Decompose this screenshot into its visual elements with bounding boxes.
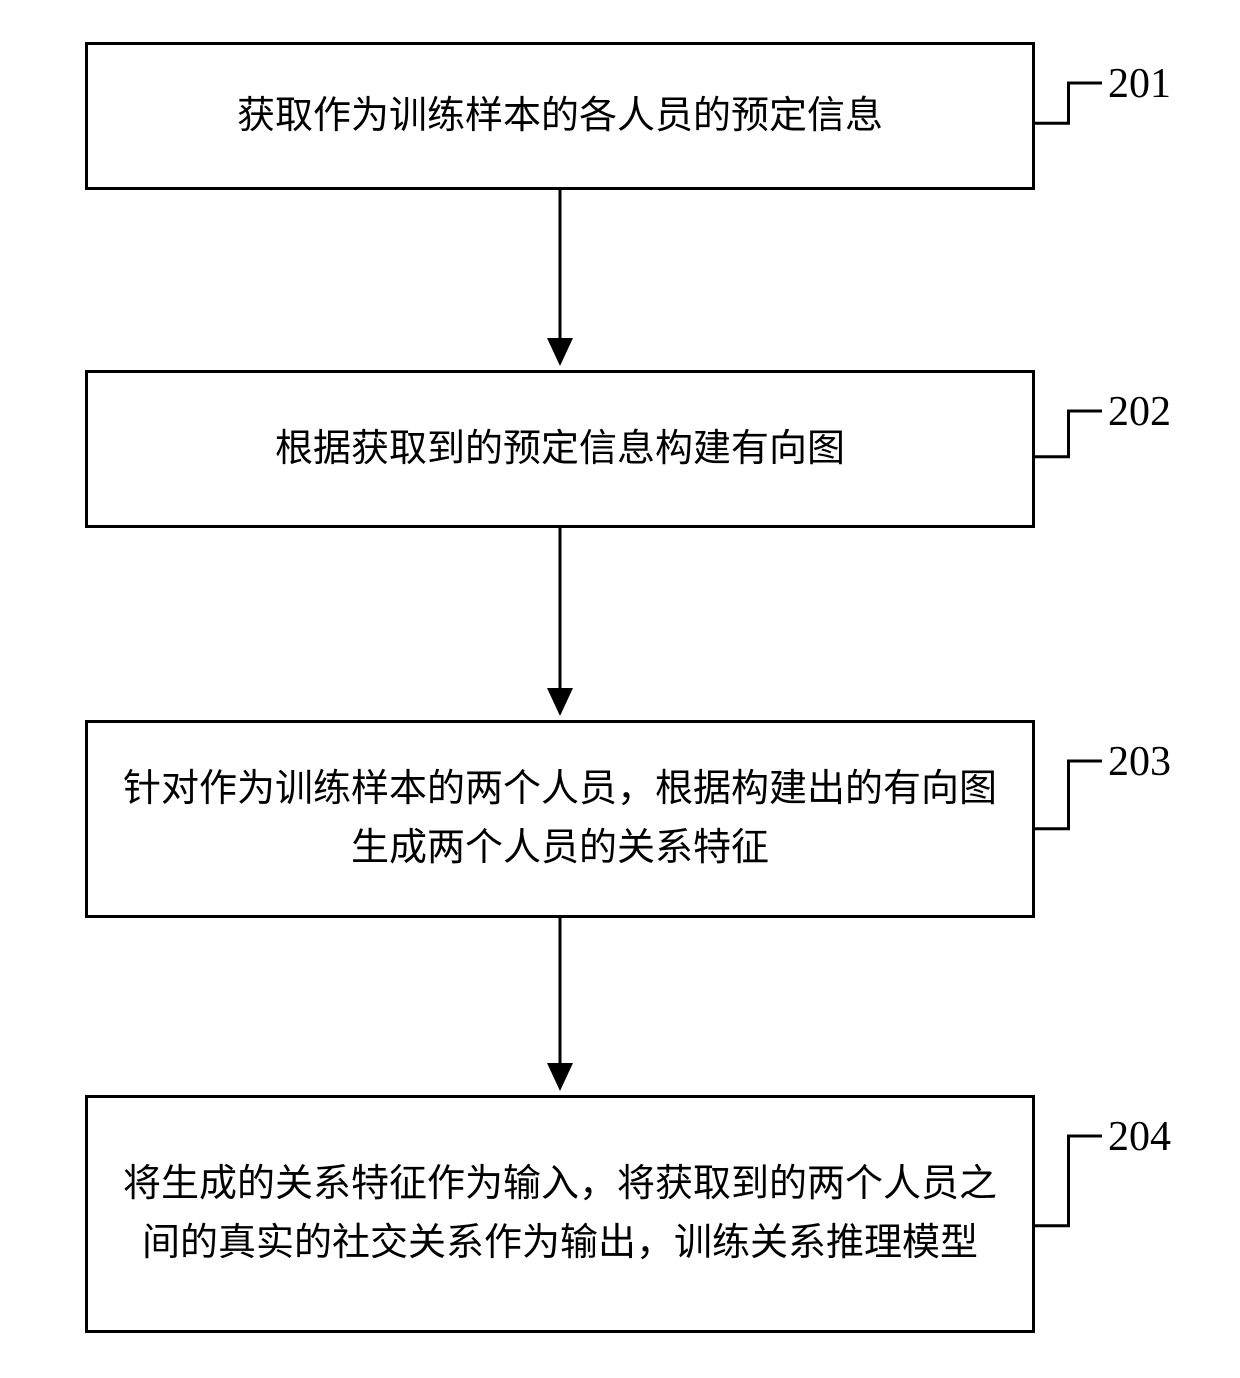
flow-arrow	[559, 528, 562, 690]
callout-line	[1033, 1134, 1104, 1228]
callout-line	[1033, 759, 1104, 831]
flow-node-label: 204	[1108, 1113, 1171, 1161]
flow-node: 根据获取到的预定信息构建有向图	[85, 370, 1035, 528]
flowchart-canvas: 获取作为训练样本的各人员的预定信息 201 根据获取到的预定信息构建有向图 202 针对…	[0, 0, 1240, 1378]
arrow-head-icon	[547, 688, 573, 716]
flow-node: 将生成的关系特征作为输入，将获取到的两个人员之间的真实的社交关系作为输出，训练关…	[85, 1095, 1035, 1333]
flow-node-text: 根据获取到的预定信息构建有向图	[275, 420, 845, 479]
arrow-head-icon	[547, 338, 573, 366]
callout-line	[1033, 409, 1104, 459]
flow-node-label: 202	[1108, 388, 1171, 436]
flow-node-text: 将生成的关系特征作为输入，将获取到的两个人员之间的真实的社交关系作为输出，训练关…	[118, 1155, 1002, 1273]
flow-node: 获取作为训练样本的各人员的预定信息	[85, 42, 1035, 190]
arrow-head-icon	[547, 1063, 573, 1091]
flow-node-text: 获取作为训练样本的各人员的预定信息	[237, 87, 883, 146]
flow-node: 针对作为训练样本的两个人员，根据构建出的有向图生成两个人员的关系特征	[85, 720, 1035, 918]
flow-node-label: 203	[1108, 738, 1171, 786]
flow-node-text: 针对作为训练样本的两个人员，根据构建出的有向图生成两个人员的关系特征	[118, 760, 1002, 878]
flow-node-label: 201	[1108, 60, 1171, 108]
flow-arrow	[559, 918, 562, 1065]
callout-line	[1033, 81, 1104, 125]
flow-arrow	[559, 190, 562, 340]
